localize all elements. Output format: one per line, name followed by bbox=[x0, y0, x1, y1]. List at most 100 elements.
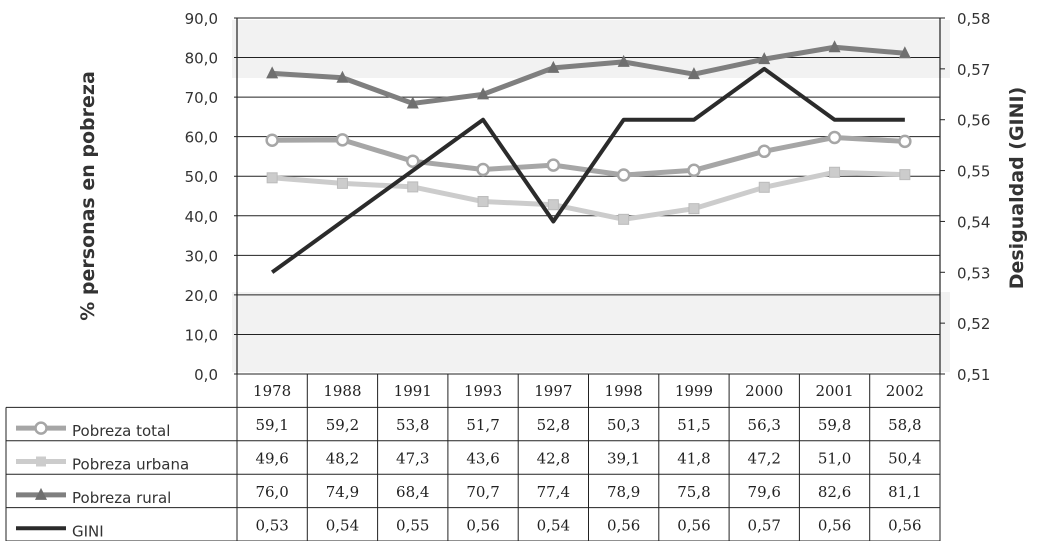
data-label: 0,54 bbox=[537, 516, 570, 534]
data-point bbox=[406, 96, 419, 109]
year-header-cell: 1978 bbox=[253, 382, 291, 400]
data-label: 42,8 bbox=[537, 450, 570, 468]
data-label: 0,56 bbox=[818, 516, 851, 534]
data-point bbox=[336, 177, 348, 189]
series-gini bbox=[270, 66, 905, 274]
data-point bbox=[406, 154, 420, 168]
data-label: 82,6 bbox=[818, 483, 851, 501]
year-header-cell: 1991 bbox=[394, 382, 432, 400]
data-point bbox=[828, 40, 841, 53]
data-label: 0,54 bbox=[326, 516, 359, 534]
data-label: 0,56 bbox=[888, 516, 921, 534]
left-tick-label: 20,0 bbox=[185, 287, 218, 305]
right-tick-label: 0,52 bbox=[957, 315, 990, 333]
data-label: 51,7 bbox=[466, 416, 499, 434]
series-line-pobreza-urbana bbox=[271, 169, 905, 222]
legend-label-pobreza-total: Pobreza total bbox=[72, 422, 170, 440]
data-label: 79,6 bbox=[748, 483, 781, 501]
data-label: 50,3 bbox=[607, 416, 640, 434]
left-tick-label: 70,0 bbox=[185, 89, 218, 107]
data-label: 0,56 bbox=[607, 516, 640, 534]
data-point bbox=[335, 133, 350, 147]
series-pobreza-urbana bbox=[266, 166, 911, 225]
right-tick-label: 0,58 bbox=[957, 10, 990, 28]
data-label: 48,2 bbox=[326, 450, 359, 468]
data-label: 52,8 bbox=[537, 416, 570, 434]
data-label: 0,56 bbox=[677, 516, 710, 534]
left-tick-label: 0,0 bbox=[194, 366, 218, 384]
right-tick-label: 0,57 bbox=[957, 61, 990, 79]
data-label: 78,9 bbox=[607, 483, 640, 501]
legend-marker bbox=[35, 487, 47, 500]
data-label: 77,4 bbox=[537, 483, 570, 501]
right-axis-ticks: 0,51 0,52 0,53 0,54 0,55 0,56 0,57 0,58 bbox=[940, 10, 990, 384]
left-axis-label: % personas en pobreza bbox=[77, 71, 99, 321]
data-point bbox=[898, 134, 912, 149]
data-label: 76,0 bbox=[255, 483, 288, 501]
data-label: 53,8 bbox=[396, 416, 429, 434]
data-label: 59,2 bbox=[326, 416, 359, 434]
series-line-pobreza-rural bbox=[271, 44, 906, 106]
right-tick-label: 0,53 bbox=[957, 264, 990, 282]
year-header-cell: 1993 bbox=[464, 382, 502, 400]
data-label: 75,8 bbox=[677, 483, 710, 501]
year-header-cell: 1997 bbox=[534, 382, 572, 400]
data-label: 0,57 bbox=[748, 516, 781, 534]
legend-label-pobreza-rural: Pobreza rural bbox=[72, 489, 171, 507]
data-point bbox=[757, 144, 771, 159]
data-point bbox=[266, 66, 279, 79]
data-label: 50,4 bbox=[888, 450, 921, 468]
right-tick-label: 0,54 bbox=[957, 213, 990, 231]
data-label: 41,8 bbox=[677, 450, 710, 468]
data-point bbox=[898, 46, 911, 59]
data-point bbox=[477, 87, 490, 100]
series-pobreza-rural bbox=[266, 40, 911, 109]
data-point bbox=[407, 181, 419, 193]
left-tick-label: 30,0 bbox=[185, 247, 218, 265]
data-label: 74,9 bbox=[326, 483, 359, 501]
data-point bbox=[547, 60, 560, 73]
year-header-cell: 2001 bbox=[815, 382, 853, 400]
left-tick-label: 40,0 bbox=[185, 208, 218, 226]
data-label: 58,8 bbox=[888, 416, 921, 434]
left-tick-label: 80,0 bbox=[185, 50, 218, 68]
data-table: 1978 1988 1991 1993 1997 1998 1999 2000 2001 2002… bbox=[5, 373, 941, 541]
background-band bbox=[232, 292, 950, 372]
data-point bbox=[758, 52, 771, 65]
data-point bbox=[265, 133, 279, 147]
year-header-cell: 2000 bbox=[745, 382, 783, 400]
data-point bbox=[758, 181, 770, 193]
data-point bbox=[618, 213, 630, 225]
data-point bbox=[546, 158, 561, 172]
data-label: 81,1 bbox=[888, 483, 921, 501]
data-label: 59,1 bbox=[255, 416, 288, 434]
data-point bbox=[476, 162, 490, 177]
data-point bbox=[266, 172, 278, 184]
series-line-gini bbox=[270, 66, 905, 274]
data-point bbox=[827, 130, 842, 145]
data-label: 39,1 bbox=[607, 450, 640, 468]
data-label: 43,6 bbox=[466, 450, 499, 468]
right-tick-label: 0,51 bbox=[957, 366, 990, 384]
left-tick-label: 10,0 bbox=[185, 326, 218, 344]
data-label: 0,56 bbox=[466, 516, 499, 534]
data-label: 51,0 bbox=[818, 450, 851, 468]
legend-label-gini: GINI bbox=[72, 522, 104, 540]
data-point bbox=[687, 163, 701, 178]
data-label: 56,3 bbox=[748, 416, 781, 434]
data-point bbox=[477, 196, 489, 208]
data-label: 0,55 bbox=[396, 516, 429, 534]
data-label: 70,7 bbox=[466, 483, 499, 501]
data-point bbox=[899, 169, 911, 181]
gridlines bbox=[234, 17, 941, 375]
data-label: 51,5 bbox=[677, 416, 710, 434]
year-header-cell: 2002 bbox=[886, 382, 924, 400]
data-point bbox=[547, 199, 559, 211]
left-tick-label: 60,0 bbox=[185, 129, 218, 147]
series-lines bbox=[265, 40, 912, 274]
legend-marker bbox=[34, 421, 48, 435]
data-label: 47,2 bbox=[748, 450, 781, 468]
data-point bbox=[616, 168, 631, 182]
data-point bbox=[829, 166, 841, 178]
year-header-cell: 1998 bbox=[605, 382, 643, 400]
